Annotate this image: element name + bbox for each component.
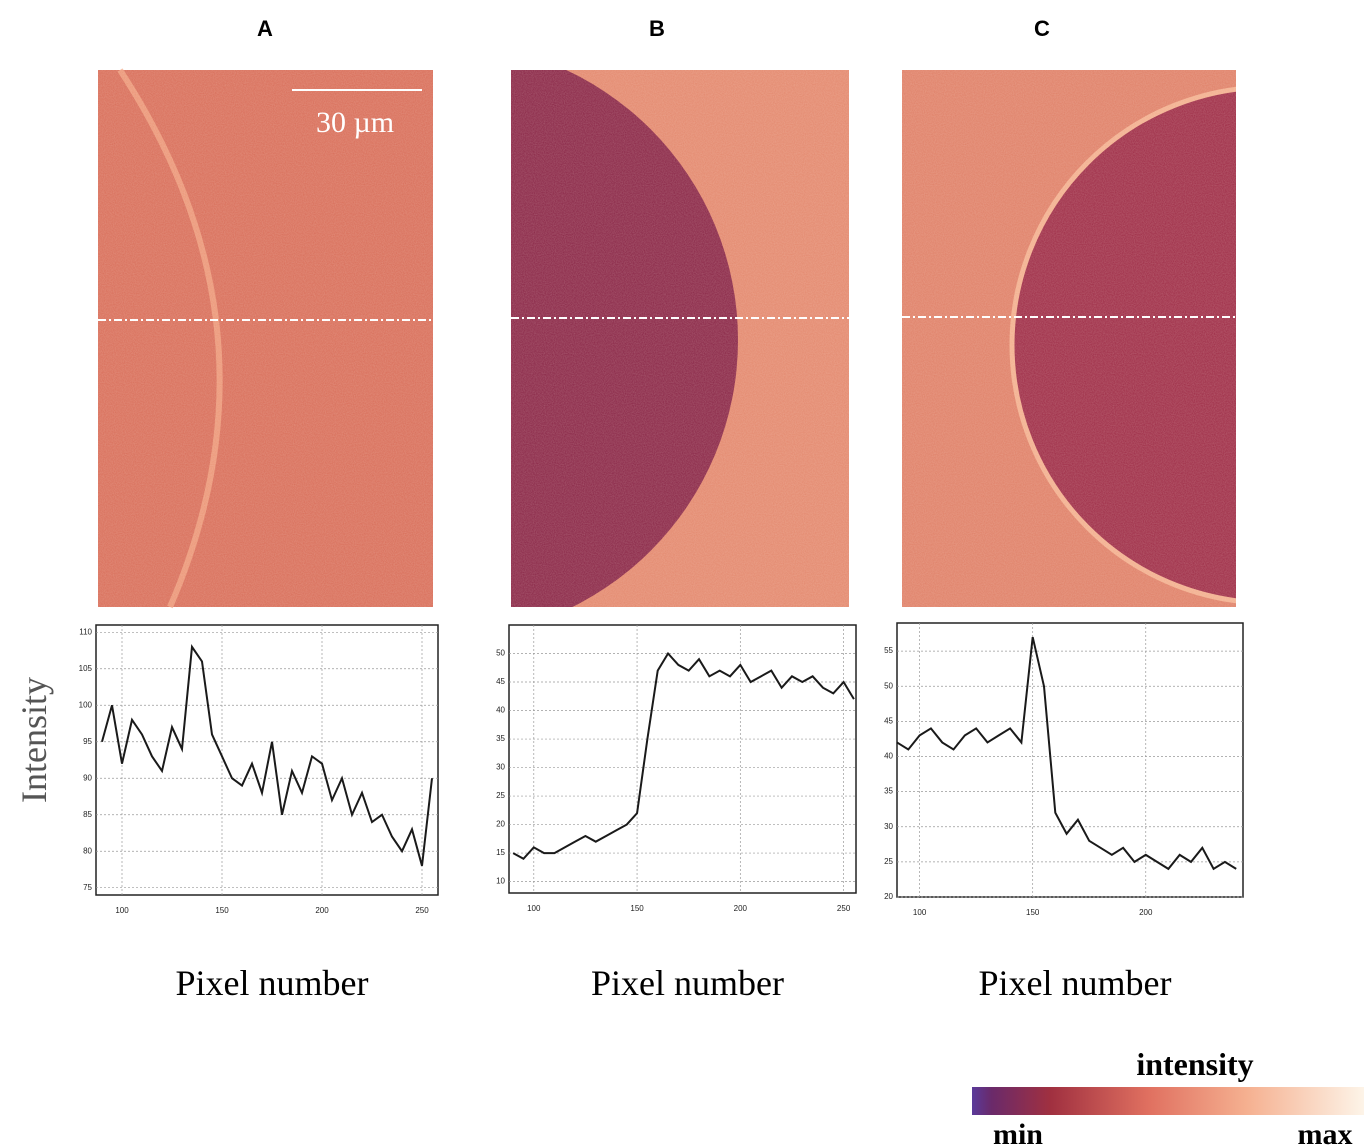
x-axis-label: Pixel number bbox=[591, 963, 784, 1003]
profile-lines bbox=[98, 316, 1236, 321]
plot-area bbox=[508, 624, 857, 894]
x-tick-label: 250 bbox=[415, 906, 429, 915]
plot-area bbox=[95, 624, 439, 896]
y-axis-label: Intensity bbox=[14, 677, 54, 803]
y-tick-label: 10 bbox=[496, 877, 505, 886]
image-a bbox=[98, 68, 433, 609]
y-tick-label: 85 bbox=[83, 810, 92, 819]
y-tick-label: 105 bbox=[79, 664, 93, 673]
y-tick-label: 100 bbox=[79, 700, 93, 709]
colorbar-min: min bbox=[993, 1118, 1043, 1148]
x-tick-label: 150 bbox=[1026, 908, 1040, 917]
y-tick-label: 35 bbox=[884, 787, 893, 796]
panel-title: B bbox=[649, 16, 665, 41]
y-tick-label: 90 bbox=[83, 773, 92, 782]
y-tick-label: 50 bbox=[884, 681, 893, 690]
y-tick-label: 50 bbox=[496, 649, 505, 658]
panel-title: C bbox=[1034, 16, 1050, 41]
x-tick-label: 200 bbox=[1139, 908, 1153, 917]
x-axis-label: Pixel number bbox=[176, 963, 369, 1003]
plot-area bbox=[896, 622, 1244, 898]
x-tick-label: 150 bbox=[630, 904, 644, 913]
colorbar bbox=[972, 1087, 1364, 1115]
y-tick-label: 20 bbox=[496, 820, 505, 829]
y-tick-label: 75 bbox=[83, 883, 92, 892]
y-tick-label: 25 bbox=[496, 791, 505, 800]
y-tick-label: 35 bbox=[496, 734, 505, 743]
scale-label: 30 µm bbox=[316, 106, 394, 139]
y-tick-label: 80 bbox=[83, 846, 92, 855]
y-tick-label: 45 bbox=[884, 716, 893, 725]
y-tick-label: 40 bbox=[884, 752, 893, 761]
y-tick-label: 15 bbox=[496, 848, 505, 857]
x-tick-label: 250 bbox=[837, 904, 851, 913]
x-tick-label: 200 bbox=[734, 904, 748, 913]
y-tick-label: 30 bbox=[884, 822, 893, 831]
y-tick-label: 30 bbox=[496, 763, 505, 772]
x-tick-label: 100 bbox=[527, 904, 541, 913]
line bbox=[512, 651, 855, 861]
y-tick-label: 110 bbox=[79, 627, 92, 636]
y-tick-label: 55 bbox=[884, 646, 893, 655]
image-b bbox=[511, 70, 849, 607]
panel-title: A bbox=[257, 16, 273, 41]
x-tick-label: 100 bbox=[913, 908, 927, 917]
y-tick-label: 95 bbox=[83, 737, 92, 746]
y-tick-label: 40 bbox=[496, 706, 505, 715]
colorbar-title: intensity bbox=[1136, 1046, 1253, 1082]
x-axis-label: Pixel number bbox=[979, 963, 1172, 1003]
y-tick-label: 20 bbox=[884, 892, 893, 901]
x-tick-label: 200 bbox=[315, 906, 329, 915]
line bbox=[101, 644, 433, 867]
y-tick-label: 25 bbox=[884, 857, 893, 866]
x-tick-label: 100 bbox=[115, 906, 129, 915]
line bbox=[896, 636, 1237, 871]
colorbar-max: max bbox=[1298, 1118, 1353, 1148]
image-c bbox=[902, 70, 1236, 607]
y-tick-label: 45 bbox=[496, 677, 505, 686]
x-tick-label: 150 bbox=[215, 906, 229, 915]
